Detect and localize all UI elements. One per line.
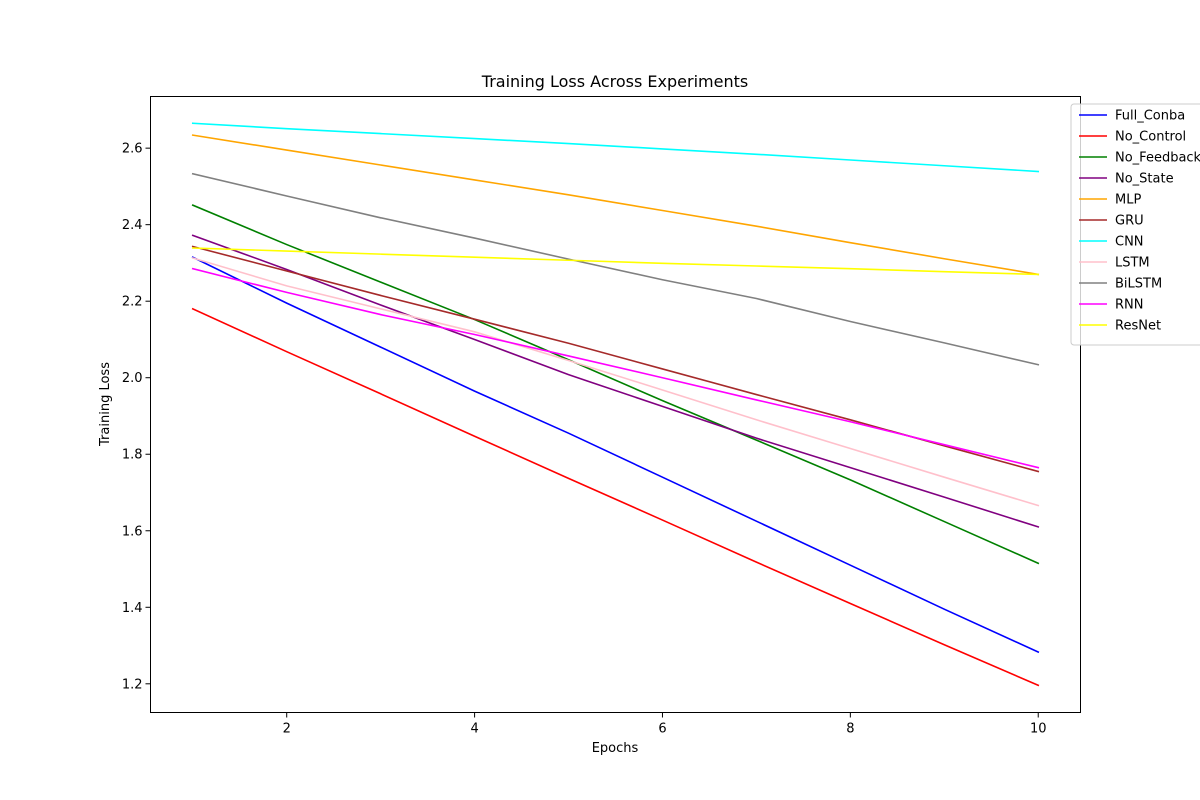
legend-label: No_Feedback bbox=[1115, 151, 1200, 166]
y-tick-label: 1.8 bbox=[122, 448, 143, 463]
series-line-lstm bbox=[191, 256, 1040, 507]
legend-label: LSTM bbox=[1115, 256, 1150, 271]
y-tick-label: 2.4 bbox=[122, 218, 143, 233]
legend-box bbox=[1070, 103, 1200, 346]
series-line-bilstm bbox=[191, 172, 1040, 366]
series-line-cnn bbox=[191, 122, 1040, 173]
legend-label: GRU bbox=[1115, 214, 1144, 229]
legend-label: ResNet bbox=[1115, 319, 1161, 334]
y-axis-label: Training Loss bbox=[98, 362, 113, 447]
x-tick-label: 10 bbox=[1030, 722, 1047, 737]
legend-label: RNN bbox=[1115, 298, 1143, 313]
y-tick-label: 1.6 bbox=[122, 524, 143, 539]
legend: Full_Conba No_Control No_Feedback No_State M… bbox=[1070, 103, 1200, 346]
series-line-mlp bbox=[191, 134, 1040, 276]
legend-label: MLP bbox=[1115, 193, 1141, 208]
y-tick-label: 2.2 bbox=[122, 295, 143, 310]
legend-label: BiLSTM bbox=[1115, 277, 1162, 292]
legend-label: No_State bbox=[1115, 172, 1174, 187]
x-tick-label: 2 bbox=[283, 722, 291, 737]
x-tick-label: 8 bbox=[846, 722, 854, 737]
chart-title: Training Loss Across Experiments bbox=[481, 72, 748, 91]
legend-label: Full_Conba bbox=[1115, 109, 1185, 124]
y-tick-label: 1.2 bbox=[122, 677, 143, 692]
legend-label: No_Control bbox=[1115, 130, 1186, 145]
series-line-no-feedback bbox=[191, 204, 1040, 565]
x-axis-label: Epochs bbox=[592, 741, 639, 756]
y-tick-label: 1.4 bbox=[122, 601, 143, 616]
plot-frame bbox=[150, 96, 1081, 713]
y-tick-label: 2.6 bbox=[122, 142, 143, 157]
series-line-resnet bbox=[191, 247, 1040, 276]
plot-area bbox=[191, 122, 1040, 687]
series-line-rnn bbox=[191, 267, 1040, 469]
y-tick-label: 2.0 bbox=[122, 371, 143, 386]
series-line-no-state bbox=[191, 234, 1040, 528]
x-tick-label: 6 bbox=[658, 722, 666, 737]
x-tick-label: 4 bbox=[470, 722, 478, 737]
legend-label: CNN bbox=[1115, 235, 1144, 250]
series-line-full-conba bbox=[191, 256, 1040, 654]
series-line-no-control bbox=[191, 307, 1040, 687]
